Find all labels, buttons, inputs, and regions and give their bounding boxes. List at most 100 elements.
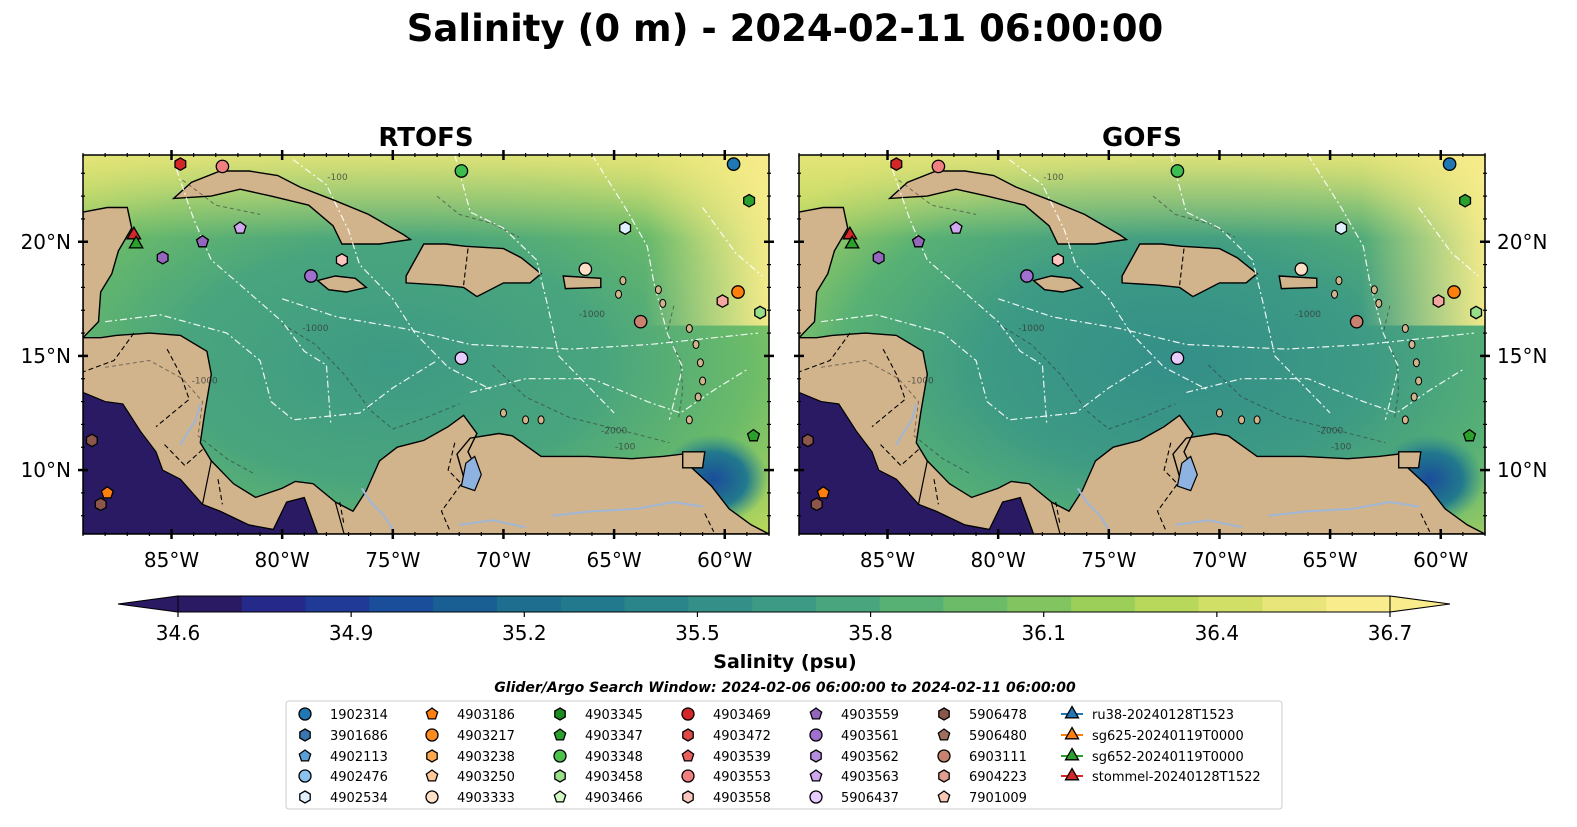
observation-4902534 — [1335, 221, 1348, 236]
small-island — [522, 415, 530, 425]
country-border — [339, 501, 345, 526]
legend-label: 7901009 — [969, 791, 1027, 806]
legend-label: 4903347 — [585, 729, 643, 744]
legend-label: sg625-20240119T0000 — [1092, 729, 1244, 744]
colorbar-segment — [1071, 596, 1136, 612]
legend-marker-sg625-20240119T0000 — [1064, 726, 1080, 740]
observation-4903561 — [304, 269, 318, 283]
colorbar-segment — [879, 596, 945, 612]
observation-sg652-20240119T0000 — [844, 235, 860, 249]
country-border — [83, 332, 135, 373]
legend-label: 4903469 — [713, 708, 771, 723]
legend-label: 4903217 — [457, 729, 515, 744]
legend-label: 4902476 — [330, 770, 388, 785]
observation-4903186 — [100, 485, 114, 499]
legend-marker-4903458 — [554, 769, 566, 783]
observation-5906480 — [810, 497, 823, 512]
legend-marker-4903217 — [425, 728, 439, 742]
observation-1902314 — [1442, 157, 1457, 171]
country-border — [440, 442, 463, 532]
country-border — [1055, 501, 1061, 526]
country-border — [463, 248, 469, 286]
colorbar-segment — [624, 596, 689, 612]
legend-marker-4902113 — [298, 749, 312, 762]
colorbar-segment — [241, 596, 307, 612]
legend-label: 4903561 — [841, 729, 899, 744]
legend-frame — [285, 700, 1283, 810]
small-island — [699, 376, 707, 386]
legend-marker-4902534 — [299, 790, 311, 804]
observation-4903558 — [1051, 253, 1064, 267]
eez-boundary — [1170, 155, 1331, 414]
legend-label: 4903539 — [713, 750, 771, 765]
country-border — [933, 479, 939, 505]
bathymetry-contour — [281, 323, 460, 430]
lake-maracaibo — [460, 455, 482, 492]
observation-6903111 — [633, 314, 648, 329]
lat-label: 10°N — [1497, 458, 1547, 482]
legend-marker-sg652-20240119T0000 — [1064, 747, 1080, 761]
lon-label: 80°W — [971, 548, 1026, 572]
contour-label: -1000 — [1295, 310, 1321, 320]
cuba-land — [171, 170, 413, 245]
observation-4903347 — [743, 193, 756, 208]
observation-stommel-20240128T1522 — [842, 225, 858, 240]
legend-label: 4903466 — [585, 791, 643, 806]
eez-boundary — [105, 314, 438, 421]
bathymetry-contour — [1208, 364, 1386, 444]
observation-4903562 — [156, 250, 169, 265]
observation-4903458 — [754, 305, 767, 320]
colorbar-frame — [177, 595, 1391, 613]
colorbar-tick-label: 34.9 — [329, 621, 374, 645]
legend-label: 4902534 — [330, 791, 388, 806]
observation-4903458 — [1470, 305, 1483, 320]
bathymetry-contour — [492, 364, 670, 444]
observation-sg652-20240119T0000 — [128, 235, 144, 249]
small-island — [659, 298, 667, 308]
colorbar-segment — [178, 596, 243, 612]
legend-label: 4903345 — [585, 708, 643, 723]
legend: 1902314 3901686 4902113 4902476 4902534 49031… — [285, 700, 1283, 810]
legend-label: 5906437 — [841, 791, 899, 806]
small-island — [537, 415, 545, 425]
rtofs-map-panel: RTOFS -100 -1000 -1000 -1000 -2000 -100 85°W 80… — [21, 123, 774, 572]
legend-marker-4902476 — [298, 769, 312, 783]
colorbar-tick-label: 35.2 — [502, 621, 547, 645]
observation-4903559 — [911, 234, 926, 248]
colorbar-segment — [815, 596, 881, 612]
legend-label: 4903186 — [457, 708, 515, 723]
lon-label: 65°W — [1302, 548, 1357, 572]
lon-label: 80°W — [255, 548, 310, 572]
observation-4903186 — [816, 485, 830, 499]
legend-label: 4903348 — [585, 750, 643, 765]
trinidad-land — [1397, 451, 1422, 469]
small-island — [619, 276, 627, 286]
colorbar-tick-label: 35.8 — [848, 621, 893, 645]
legend-label: 4903472 — [713, 729, 771, 744]
colorbar-extend-low — [117, 595, 179, 613]
contour-label: -1000 — [192, 376, 218, 386]
legend-label: 4903559 — [841, 708, 899, 723]
bathymetry-contour — [666, 305, 684, 420]
salinity-colorbar: 34.6 34.9 35.2 35.5 35.8 36.1 36.4 36.7 Salinit… — [117, 595, 1451, 673]
eez-boundary — [470, 369, 748, 414]
search-window-caption: Glider/Argo Search Window: 2024-02-06 06… — [494, 680, 1076, 696]
legend-label: 6903111 — [969, 750, 1027, 765]
yucatan-land — [799, 206, 849, 339]
legend-marker-4903561 — [809, 728, 823, 742]
eez-boundary — [591, 155, 684, 420]
small-island — [694, 392, 702, 402]
contour-label: -1000 — [579, 310, 605, 320]
jamaica-land — [1032, 275, 1084, 293]
colorbar-segment — [1326, 596, 1391, 612]
lat-label: 20°N — [1497, 230, 1547, 254]
eez-boundary — [454, 155, 615, 414]
jamaica-land — [316, 275, 368, 293]
eez-boundary — [292, 159, 493, 391]
lon-label: 70°W — [476, 548, 531, 572]
legend-label: 5906480 — [969, 729, 1027, 744]
observation-4903563 — [949, 221, 963, 234]
observation-4903559 — [195, 234, 210, 248]
legend-label: 5906478 — [969, 708, 1027, 723]
